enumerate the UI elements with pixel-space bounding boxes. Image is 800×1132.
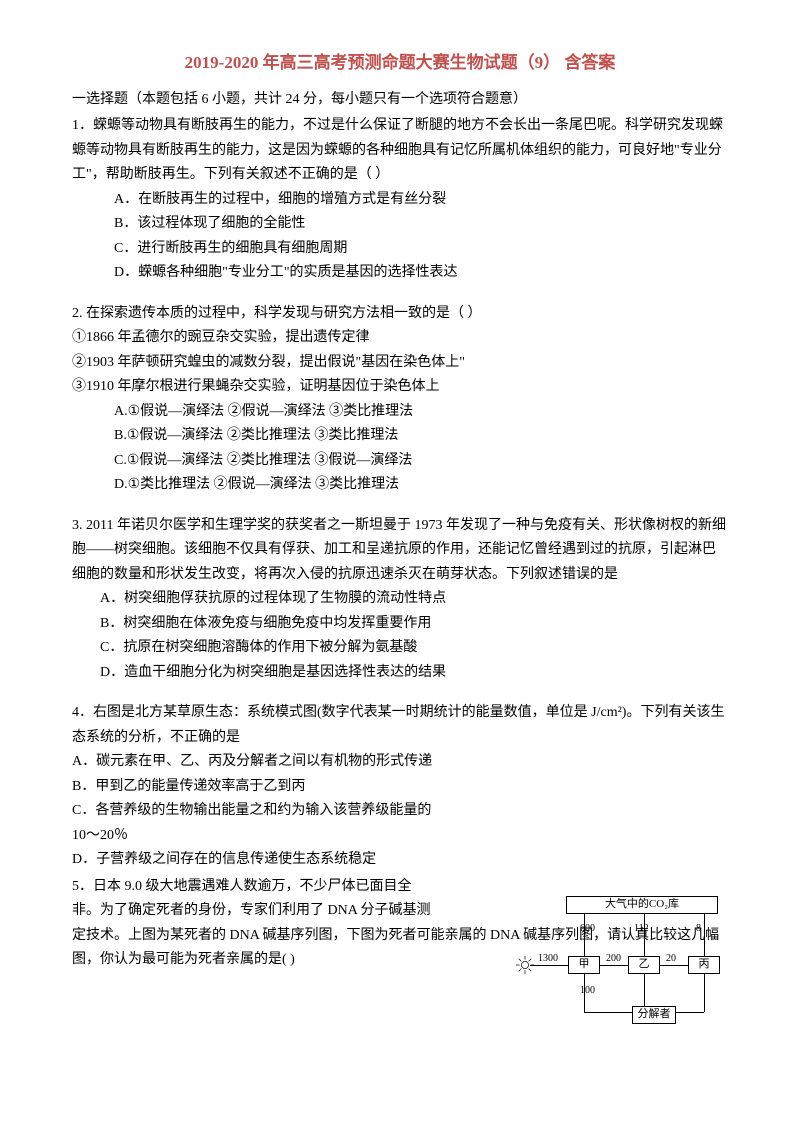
q1-option-b: B．该过程体现了细胞的全能性 bbox=[72, 212, 728, 237]
label-8: 8 bbox=[696, 920, 701, 938]
q4-option-c2: 10～20％ bbox=[72, 824, 492, 849]
box-jia: 甲 bbox=[568, 956, 600, 974]
q5-stem2: 非。为了确定死者的身份，专家们利用了 DNA 分子碱基测 bbox=[72, 899, 492, 924]
q2-line1: ①1866 年孟德尔的豌豆杂交实验，提出遗传定律 bbox=[72, 326, 728, 351]
q1-option-d: D．蝾螈各种细胞"专业分工"的实质是基因的选择性表达 bbox=[72, 261, 728, 286]
q4-option-d: D．子营养级之间存在的信息传递使生态系统稳定 bbox=[72, 848, 492, 873]
question-3: 3. 2011 年诺贝尔医学和生理学奖的获奖者之一斯坦曼于 1973 年发现了一… bbox=[72, 514, 728, 686]
label-100: 100 bbox=[580, 982, 595, 1000]
q3-option-c: C．抗原在树突细胞溶酶体的作用下被分解为氨基酸 bbox=[72, 636, 728, 661]
page-title: 2019-2020 年高三高考预测命题大赛生物试题（9） 含答案 bbox=[72, 48, 728, 78]
ecosystem-diagram: 大气中的CO₂库 600 112 8 甲 乙 丙 1300 200 20 100… bbox=[528, 894, 728, 1034]
q1-option-c: C．进行断肢再生的细胞具有细胞周期 bbox=[72, 237, 728, 262]
section-instructions: 一选择题（本题包括 6 小题，共计 24 分，每小题只有一个选项符合题意） bbox=[72, 88, 728, 113]
label-600: 600 bbox=[580, 920, 595, 938]
question-1: 1．蝾螈等动物具有断肢再生的能力，不过是什么保证了断腿的地方不会长出一条尾巴呢。… bbox=[72, 114, 728, 286]
co2-box: 大气中的CO₂库 bbox=[566, 896, 718, 914]
box-yi: 乙 bbox=[628, 956, 660, 974]
q2-line2: ②1903 年萨顿研究蝗虫的减数分裂，提出假说"基因在染色体上" bbox=[72, 351, 728, 376]
box-bing: 丙 bbox=[688, 956, 720, 974]
q4-option-b: B．甲到乙的能量传递效率高于乙到丙 bbox=[72, 775, 492, 800]
q4-stem: 4．右图是北方某草原生态：系统模式图(数字代表某一时期统计的能量数值，单位是 J… bbox=[72, 701, 728, 750]
box-decomposer: 分解者 bbox=[632, 1006, 676, 1024]
q3-option-d: D．造血干细胞分化为树突细胞是基因选择性表达的结果 bbox=[72, 661, 728, 686]
q5-stem1: 5．日本 9.0 级大地震遇难人数逾万，不少尸体已面目全 bbox=[72, 875, 492, 900]
label-112: 112 bbox=[634, 920, 649, 938]
q2-stem: 2. 在探索遗传本质的过程中，科学发现与研究方法相一致的是（ ） bbox=[72, 302, 728, 327]
sun-icon bbox=[516, 956, 534, 974]
q2-line3: ③1910 年摩尔根进行果蝇杂交实验，证明基因位于染色体上 bbox=[72, 375, 728, 400]
q2-option-b: B.①假说—演绎法 ②类比推理法 ③类比推理法 bbox=[72, 424, 728, 449]
q4-option-c: C．各营养级的生物输出能量之和约为输入该营养级能量的 bbox=[72, 799, 492, 824]
q4-option-a: A．碳元素在甲、乙、丙及分解者之间以有机物的形式传递 bbox=[72, 750, 492, 775]
q2-option-a: A.①假说—演绎法 ②假说—演绎法 ③类比推理法 bbox=[72, 400, 728, 425]
q3-option-a: A．树突细胞俘获抗原的过程体现了生物膜的流动性特点 bbox=[72, 587, 728, 612]
q2-option-c: C.①假说—演绎法 ②类比推理法 ③假说—演绎法 bbox=[72, 449, 728, 474]
question-2: 2. 在探索遗传本质的过程中，科学发现与研究方法相一致的是（ ） ①1866 年… bbox=[72, 302, 728, 498]
question-4: 4．右图是北方某草原生态：系统模式图(数字代表某一时期统计的能量数值，单位是 J… bbox=[72, 701, 728, 873]
q1-option-a: A．在断肢再生的过程中，细胞的增殖方式是有丝分裂 bbox=[72, 188, 728, 213]
q3-stem: 3. 2011 年诺贝尔医学和生理学奖的获奖者之一斯坦曼于 1973 年发现了一… bbox=[72, 514, 728, 588]
q3-option-b: B．树突细胞在体液免疫与细胞免疫中均发挥重要作用 bbox=[72, 612, 728, 637]
q1-stem: 1．蝾螈等动物具有断肢再生的能力，不过是什么保证了断腿的地方不会长出一条尾巴呢。… bbox=[72, 114, 728, 188]
q2-option-d: D.①类比推理法 ②假说—演绎法 ③类比推理法 bbox=[72, 473, 728, 498]
